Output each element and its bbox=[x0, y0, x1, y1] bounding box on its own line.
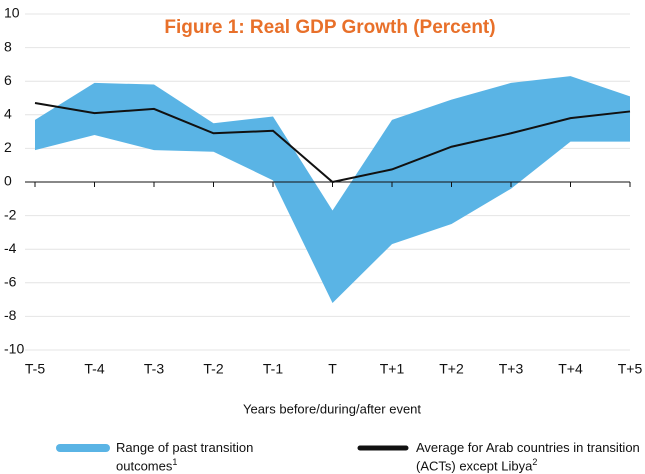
x-tick-label: T+5 bbox=[618, 361, 643, 377]
x-tick-label: T+4 bbox=[558, 361, 583, 377]
y-tick-label: 6 bbox=[4, 72, 12, 88]
y-tick-label: -2 bbox=[4, 206, 17, 222]
y-tick-label: 0 bbox=[4, 173, 12, 189]
y-tick-label: -4 bbox=[4, 240, 17, 256]
x-tick-label: T-4 bbox=[84, 361, 104, 377]
legend-text: Average for Arab countries in transition… bbox=[416, 440, 640, 474]
x-tick-label: T+3 bbox=[499, 361, 524, 377]
y-tick-label: 4 bbox=[4, 106, 12, 122]
x-axis-title: Years before/during/after event bbox=[243, 401, 421, 416]
legend-label: Range of past transition outcomes1 bbox=[116, 440, 266, 473]
legend-text: Range of past transition outcomes bbox=[116, 440, 254, 474]
legend-label: Average for Arab countries in transition… bbox=[416, 440, 645, 473]
x-tick-label: T-1 bbox=[263, 361, 283, 377]
x-tick-label: T-3 bbox=[144, 361, 164, 377]
y-tick-label: 10 bbox=[4, 5, 20, 21]
x-tick-label: T-5 bbox=[25, 361, 45, 377]
y-tick-label: -10 bbox=[4, 341, 24, 357]
x-tick-label: T+1 bbox=[380, 361, 405, 377]
y-tick-label: 8 bbox=[4, 38, 12, 54]
x-tick-label: T+2 bbox=[439, 361, 464, 377]
legend-note: 2 bbox=[532, 457, 538, 467]
range-band bbox=[35, 76, 630, 303]
legend-note: 1 bbox=[172, 457, 178, 467]
y-tick-label: -8 bbox=[4, 307, 17, 323]
x-tick-label: T bbox=[328, 361, 337, 377]
chart-title: Figure 1: Real GDP Growth (Percent) bbox=[164, 17, 495, 38]
y-tick-label: -6 bbox=[4, 274, 17, 290]
legend-item: Range of past transition outcomes1 bbox=[116, 440, 266, 473]
legend-item: Average for Arab countries in transition… bbox=[416, 440, 645, 473]
y-tick-label: 2 bbox=[4, 139, 12, 155]
x-tick-label: T-2 bbox=[203, 361, 223, 377]
